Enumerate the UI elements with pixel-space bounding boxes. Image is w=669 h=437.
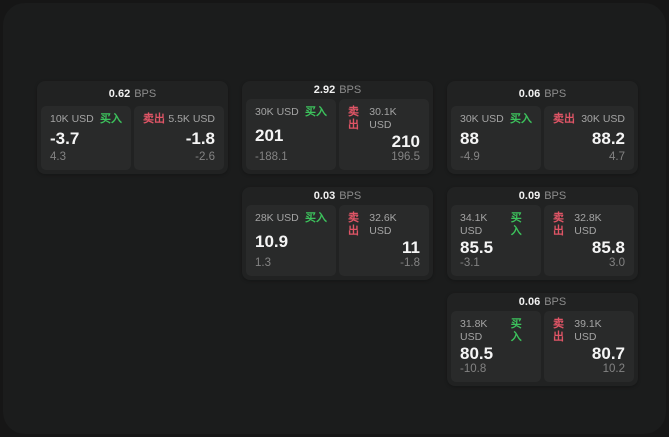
buy-side-label: 买入 — [510, 318, 522, 343]
buy-side-label: 买入 — [305, 106, 327, 118]
sell-amount: 30K USD — [581, 113, 625, 125]
buy-amount: 30K USD — [255, 106, 299, 118]
buy-panel[interactable]: 10K USD 买入 -3.7 4.3 — [41, 106, 131, 170]
buy-panel[interactable]: 30K USD 买入 201 -188.1 — [246, 99, 336, 170]
buy-panel[interactable]: 30K USD 买入 88 -4.9 — [451, 106, 541, 170]
sell-panel[interactable]: 卖出 32.6K USD 11 -1.8 — [339, 205, 429, 276]
bps-header: 2.92 BPS — [246, 81, 429, 99]
buy-price: -3.7 — [50, 129, 80, 148]
bps-value: 2.92 — [313, 84, 336, 96]
sell-side-label: 卖出 — [348, 212, 359, 237]
buy-price: 85.5 — [460, 238, 494, 257]
buy-side-label: 买入 — [305, 212, 327, 224]
bps-unit-label: BPS — [544, 87, 567, 100]
sell-price: 11 — [402, 238, 420, 257]
buy-side-label: 买入 — [510, 212, 522, 237]
sell-price: 80.7 — [591, 344, 625, 363]
buy-side-label: 买入 — [100, 113, 122, 125]
buy-sub-value: 1.3 — [255, 257, 271, 269]
sell-price: 88.2 — [591, 129, 625, 148]
quote-card: 0.62 BPS 10K USD 买入 -3.7 4.3 卖出 5.5K USD — [37, 81, 228, 174]
quote-card: 2.92 BPS 30K USD 买入 201 -188.1 卖出 30.1K … — [242, 81, 433, 174]
sell-side-label: 卖出 — [553, 318, 564, 343]
sell-sub-value: -1.8 — [400, 257, 420, 269]
sell-sub-value: 196.5 — [391, 151, 420, 163]
sell-side-label: 卖出 — [348, 106, 359, 131]
buy-sub-value: -10.8 — [460, 363, 487, 375]
sell-amount: 5.5K USD — [168, 113, 215, 125]
quote-card: 0.03 BPS 28K USD 买入 10.9 1.3 卖出 32.6K US… — [242, 187, 433, 280]
bps-value: 0.62 — [108, 87, 131, 100]
buy-panel[interactable]: 31.8K USD 买入 80.5 -10.8 — [451, 311, 541, 382]
buy-amount: 31.8K USD — [460, 318, 488, 343]
buy-panel[interactable]: 28K USD 买入 10.9 1.3 — [246, 205, 336, 276]
sell-panel[interactable]: 卖出 39.1K USD 80.7 10.2 — [544, 311, 634, 382]
buy-price: 201 — [255, 125, 284, 145]
bps-header: 0.03 BPS — [246, 187, 429, 205]
bps-unit-label: BPS — [339, 84, 362, 96]
buy-sub-value: -3.1 — [460, 257, 480, 269]
sell-side-label: 卖出 — [143, 113, 165, 125]
bps-value: 0.06 — [518, 296, 541, 308]
bps-value: 0.09 — [518, 190, 541, 202]
sell-amount: 30.1K USD — [369, 106, 397, 131]
buy-amount: 28K USD — [255, 212, 299, 224]
sell-sub-value: 4.7 — [609, 151, 625, 163]
sell-amount: 39.1K USD — [574, 318, 602, 343]
sell-price: -1.8 — [185, 129, 215, 148]
bps-header: 0.62 BPS — [41, 81, 224, 106]
buy-amount: 34.1K USD — [460, 212, 488, 237]
sell-price: 210 — [391, 132, 420, 151]
buy-price: 80.5 — [460, 344, 494, 363]
buy-amount: 30K USD — [460, 113, 504, 125]
buy-sub-value: -4.9 — [460, 151, 480, 163]
sell-sub-value: -2.6 — [195, 151, 215, 163]
buy-side-label: 买入 — [510, 113, 532, 125]
sell-price: 85.8 — [591, 238, 625, 257]
quote-card: 0.09 BPS 34.1K USD 买入 85.5 -3.1 卖出 32.8K… — [447, 187, 638, 280]
sell-sub-value: 10.2 — [602, 363, 625, 375]
bps-value: 0.06 — [518, 87, 541, 100]
sell-sub-value: 3.0 — [609, 257, 625, 269]
app-background-panel: 0.62 BPS 10K USD 买入 -3.7 4.3 卖出 5.5K USD — [3, 3, 666, 434]
bps-unit-label: BPS — [134, 87, 157, 100]
sell-side-label: 卖出 — [553, 113, 575, 125]
sell-panel[interactable]: 卖出 30.1K USD 210 196.5 — [339, 99, 429, 170]
buy-sub-value: 4.3 — [50, 151, 66, 163]
quote-card: 0.06 BPS 30K USD 买入 88 -4.9 卖出 30K USD — [447, 81, 638, 174]
sell-side-label: 卖出 — [553, 212, 564, 237]
bps-unit-label: BPS — [544, 190, 567, 202]
sell-panel[interactable]: 卖出 32.8K USD 85.8 3.0 — [544, 205, 634, 276]
bps-header: 0.09 BPS — [451, 187, 634, 205]
sell-panel[interactable]: 卖出 30K USD 88.2 4.7 — [544, 106, 634, 170]
buy-amount: 10K USD — [50, 113, 94, 125]
buy-sub-value: -188.1 — [255, 151, 288, 163]
sell-panel[interactable]: 卖出 5.5K USD -1.8 -2.6 — [134, 106, 224, 170]
quote-card: 0.06 BPS 31.8K USD 买入 80.5 -10.8 卖出 39.1… — [447, 293, 638, 386]
sell-amount: 32.6K USD — [369, 212, 397, 237]
buy-panel[interactable]: 34.1K USD 买入 85.5 -3.1 — [451, 205, 541, 276]
bps-value: 0.03 — [313, 190, 336, 202]
buy-price: 10.9 — [255, 231, 289, 251]
bps-header: 0.06 BPS — [451, 81, 634, 106]
bps-unit-label: BPS — [339, 190, 362, 202]
quote-cards-grid: 0.62 BPS 10K USD 买入 -3.7 4.3 卖出 5.5K USD — [37, 81, 638, 386]
buy-price: 88 — [460, 129, 479, 148]
bps-unit-label: BPS — [544, 296, 567, 308]
bps-header: 0.06 BPS — [451, 293, 634, 311]
sell-amount: 32.8K USD — [574, 212, 602, 237]
